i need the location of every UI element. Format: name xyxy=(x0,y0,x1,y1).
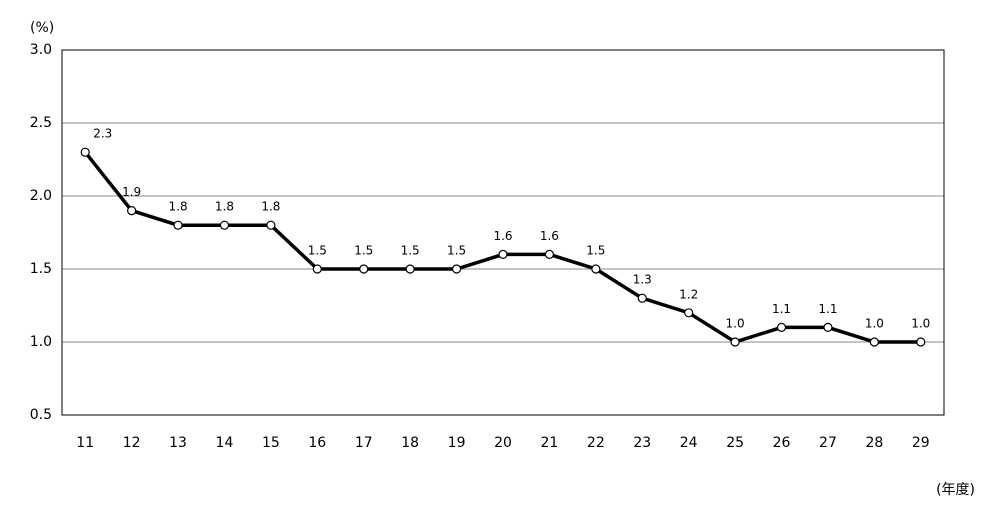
data-label: 1.2 xyxy=(679,287,698,301)
data-label: 1.1 xyxy=(818,302,837,316)
x-tick-label: 20 xyxy=(494,435,512,451)
data-point xyxy=(823,322,833,332)
x-tick-label: 16 xyxy=(308,435,326,451)
data-point xyxy=(730,337,740,347)
y-tick-label: 1.5 xyxy=(30,261,52,277)
data-line xyxy=(83,151,921,344)
x-tick-label: 28 xyxy=(865,435,883,451)
x-tick-label: 24 xyxy=(680,435,698,451)
data-point xyxy=(544,249,555,259)
x-tick-label: 23 xyxy=(633,435,651,451)
data-point xyxy=(359,264,369,274)
y-tick-label: 0.5 xyxy=(30,407,52,423)
data-point xyxy=(219,220,230,230)
x-tick-label: 22 xyxy=(587,435,605,451)
x-tick-label: 26 xyxy=(773,435,791,451)
data-label: 1.5 xyxy=(447,244,466,258)
plot-border xyxy=(61,49,945,416)
data-label: 1.5 xyxy=(401,244,420,258)
data-label: 1.5 xyxy=(308,244,327,258)
data-point xyxy=(684,308,694,318)
x-tick-label: 19 xyxy=(448,435,466,451)
data-point xyxy=(266,220,276,230)
x-tick-label: 27 xyxy=(819,435,837,451)
x-tick-label: 13 xyxy=(169,435,187,451)
x-tick-label: 14 xyxy=(216,435,234,451)
data-point xyxy=(776,322,787,332)
data-label: 1.0 xyxy=(911,317,930,331)
x-tick-label: 18 xyxy=(401,435,419,451)
data-point xyxy=(498,249,508,259)
data-label: 1.5 xyxy=(586,244,605,258)
y-tick-label: 1.0 xyxy=(30,334,52,350)
data-label: 1.8 xyxy=(169,200,188,214)
data-label: 1.8 xyxy=(261,200,280,214)
x-tick-label: 21 xyxy=(541,435,559,451)
y-axis-label: (%) xyxy=(30,20,54,36)
data-label: 1.0 xyxy=(726,317,745,331)
x-axis-label: (年度) xyxy=(936,482,975,498)
data-point xyxy=(173,220,183,230)
data-point xyxy=(869,337,879,347)
x-tick-label: 15 xyxy=(262,435,280,451)
x-tick-label: 12 xyxy=(123,435,141,451)
data-label: 1.1 xyxy=(772,302,791,316)
y-tick-label: 2.0 xyxy=(30,188,52,204)
data-label: 1.5 xyxy=(354,244,373,258)
data-point xyxy=(591,264,601,274)
data-label: 2.3 xyxy=(93,127,112,141)
data-label: 1.3 xyxy=(633,273,652,287)
data-point xyxy=(127,206,137,216)
data-label: 1.0 xyxy=(865,317,884,331)
data-point xyxy=(916,337,926,347)
data-label: 1.8 xyxy=(215,200,234,214)
data-point xyxy=(451,264,462,274)
x-tick-label: 17 xyxy=(355,435,373,451)
data-label: 1.9 xyxy=(122,185,141,199)
data-label: 1.6 xyxy=(493,229,512,243)
data-label: 1.6 xyxy=(540,229,559,243)
y-tick-label: 2.5 xyxy=(30,115,52,131)
x-tick-label: 29 xyxy=(912,435,930,451)
y-tick-label: 3.0 xyxy=(30,42,52,58)
data-point xyxy=(80,147,90,157)
x-tick-label: 11 xyxy=(76,435,94,451)
x-tick-label: 25 xyxy=(726,435,744,451)
data-point xyxy=(405,264,415,274)
data-point xyxy=(312,264,322,274)
data-point xyxy=(637,293,647,303)
